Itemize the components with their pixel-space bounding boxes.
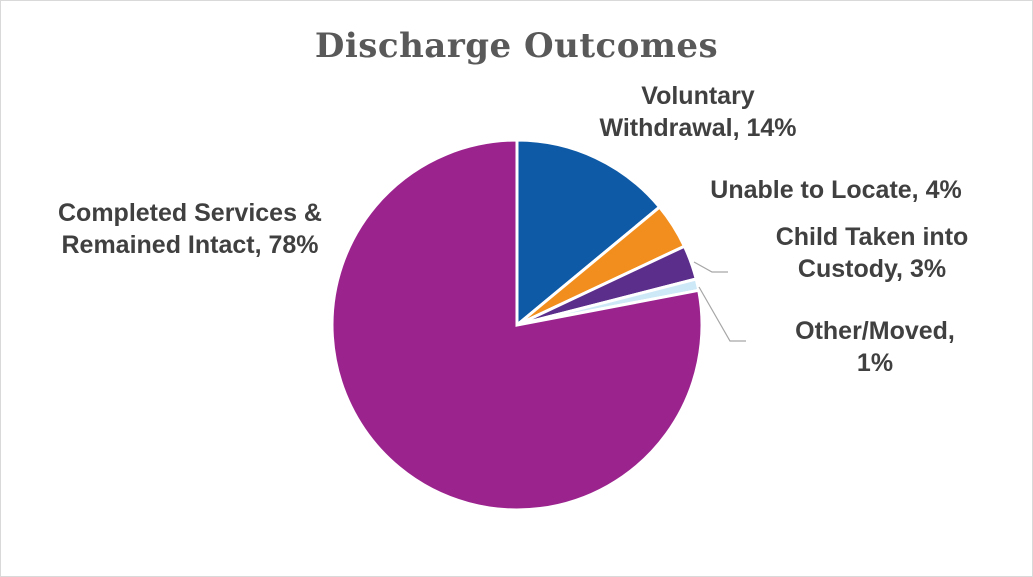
- chart-title: Discharge Outcomes: [314, 26, 719, 66]
- leader-lines: [693, 261, 746, 342]
- leader-other-moved: [698, 286, 746, 342]
- label-voluntary-withdrawal: Voluntary Withdrawal, 14%: [599, 82, 796, 142]
- slice-completed-services: [330, 138, 704, 512]
- label-child-taken-into-custody: Child Taken into Custody, 3%: [776, 223, 969, 283]
- slice-voluntary-withdrawal: [515, 138, 662, 329]
- label-other-moved: Other/Moved, 1%: [795, 317, 955, 377]
- label-other-moved-line: 1%: [857, 349, 893, 377]
- label-completed-services-line: Completed Services &: [58, 199, 322, 227]
- label-voluntary-withdrawal-line: Withdrawal, 14%: [599, 114, 796, 142]
- pie-slices: [330, 138, 704, 512]
- label-voluntary-withdrawal-line: Voluntary: [641, 82, 755, 110]
- label-completed-services-line: Remained Intact, 78%: [61, 231, 318, 259]
- slice-labels: Voluntary Withdrawal, 14% Unable to Locate…: [58, 82, 968, 377]
- leader-child-taken-into-custody: [693, 261, 728, 273]
- label-completed-services: Completed Services & Remained Intact, 78%: [58, 199, 322, 259]
- label-child-taken-into-custody-line: Child Taken into: [776, 223, 969, 251]
- label-other-moved-line: Other/Moved,: [795, 317, 955, 345]
- label-child-taken-into-custody-line: Custody, 3%: [798, 255, 946, 283]
- label-unable-to-locate: Unable to Locate, 4%: [710, 176, 961, 204]
- label-unable-to-locate-line: Unable to Locate, 4%: [710, 176, 961, 204]
